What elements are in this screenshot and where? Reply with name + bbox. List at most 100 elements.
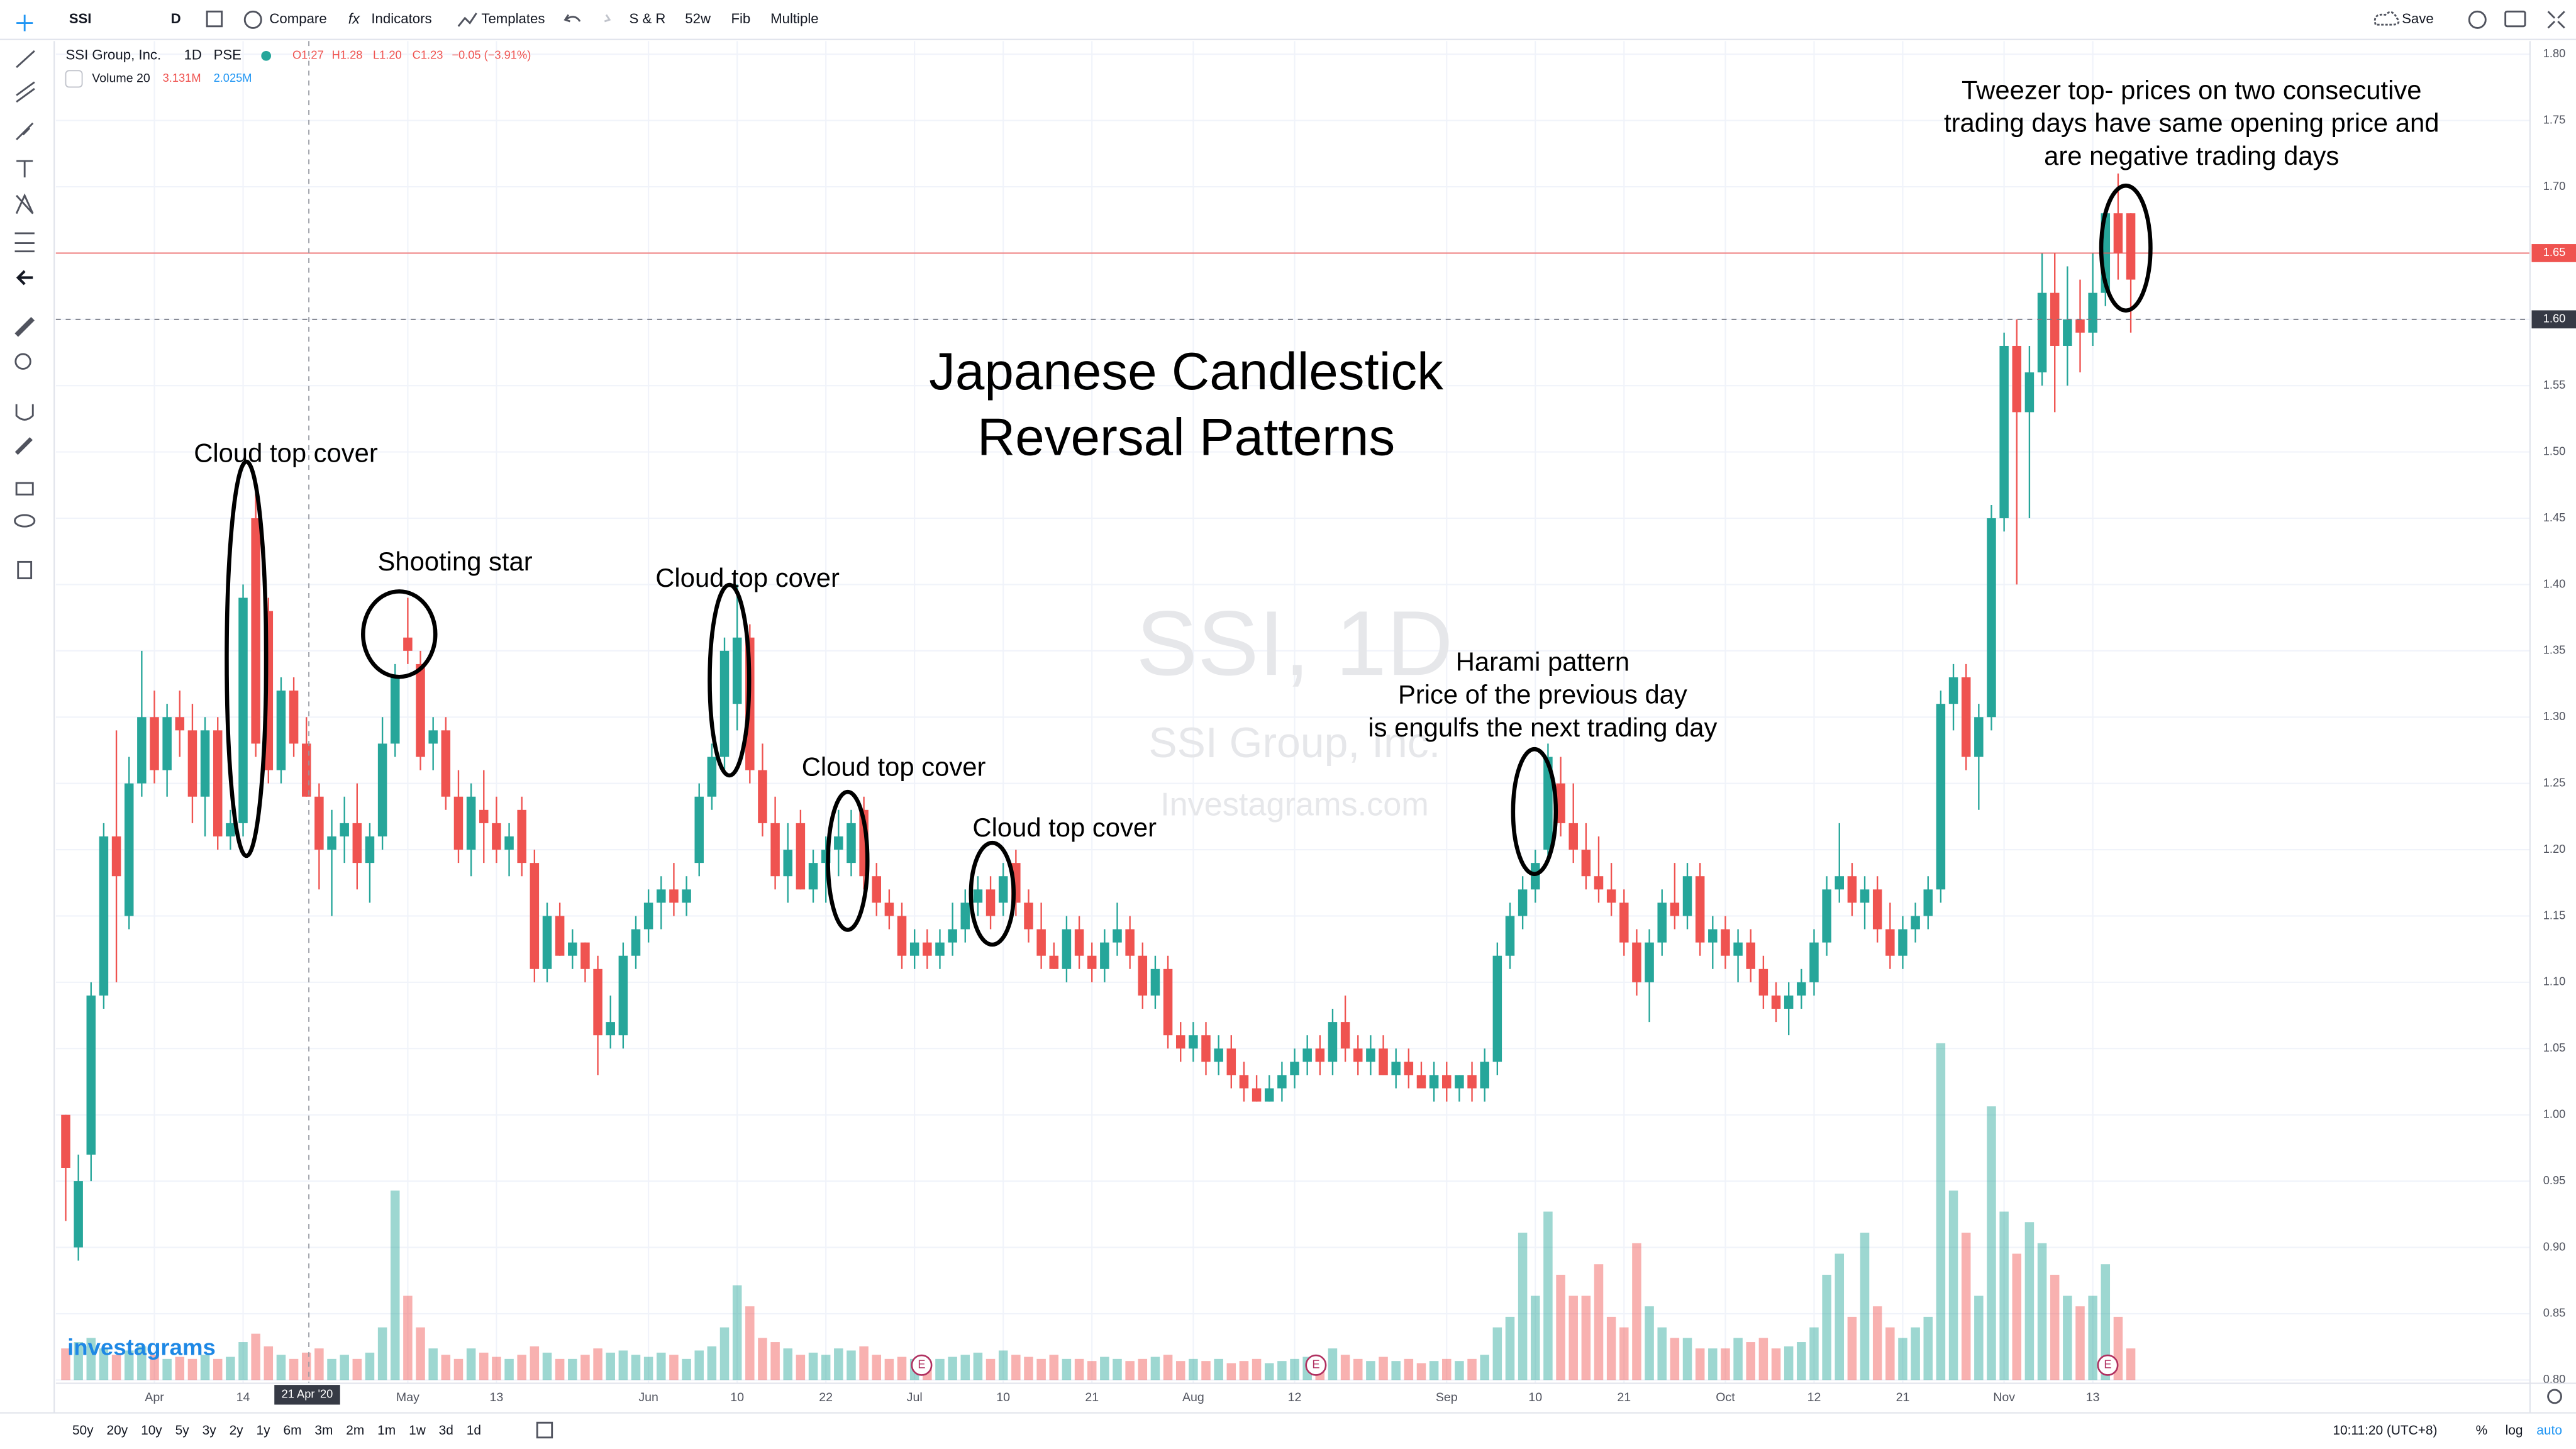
- candle-body: [1936, 704, 1946, 890]
- interval-button[interactable]: D: [171, 11, 181, 26]
- candle-body: [1480, 1062, 1489, 1089]
- volume-bar: [1784, 1346, 1794, 1380]
- candle-body: [657, 889, 666, 903]
- x-tick-label: 10: [1528, 1391, 1542, 1404]
- toolbar-button[interactable]: S & R: [629, 11, 665, 26]
- snapshot-icon[interactable]: [2504, 10, 2526, 28]
- volume-bar: [1797, 1342, 1806, 1380]
- range-button[interactable]: 5y: [175, 1423, 190, 1438]
- volume-bar: [1581, 1296, 1591, 1380]
- collapse-button[interactable]: [65, 70, 83, 88]
- candle-body: [1277, 1075, 1287, 1089]
- event-marker[interactable]: [2097, 1354, 2119, 1376]
- volume-bar: [200, 1355, 210, 1380]
- candle-body: [1379, 1048, 1388, 1075]
- range-button[interactable]: 1m: [377, 1423, 396, 1438]
- redo-icon[interactable]: [604, 14, 611, 23]
- range-button[interactable]: 50y: [72, 1423, 94, 1438]
- volume-bar: [99, 1348, 109, 1380]
- range-button[interactable]: 1w: [409, 1423, 426, 1438]
- text-tool[interactable]: [16, 160, 33, 178]
- volume-bar: [1936, 1043, 1946, 1380]
- volume-bar: [1416, 1363, 1426, 1380]
- delete-tool[interactable]: [17, 560, 33, 579]
- candle-body: [377, 743, 387, 836]
- back-tool[interactable]: [16, 270, 33, 286]
- y-tick-label: 1.15: [2543, 908, 2566, 921]
- crosshair-tool[interactable]: [16, 14, 33, 31]
- volume-bar: [1277, 1361, 1287, 1380]
- trendline-tool[interactable]: [16, 50, 35, 69]
- symbol-search[interactable]: SSI: [69, 11, 92, 26]
- volume-bar: [834, 1348, 843, 1380]
- range-button[interactable]: 2m: [346, 1423, 364, 1438]
- volume-bar: [1391, 1361, 1401, 1380]
- toolbar-button[interactable]: 52w: [685, 11, 711, 26]
- candle-body: [1340, 1022, 1350, 1049]
- y-tick-label: 0.80: [2543, 1372, 2566, 1385]
- volume-bar: [1492, 1327, 1502, 1380]
- lock-tool[interactable]: [15, 482, 34, 496]
- candle-body: [1594, 876, 1604, 890]
- goto-date-icon[interactable]: [536, 1421, 553, 1439]
- candle-body: [1619, 902, 1629, 943]
- range-button[interactable]: 3y: [203, 1423, 217, 1438]
- candle-body: [1974, 717, 1984, 757]
- auto-toggle[interactable]: auto: [2536, 1423, 2562, 1438]
- volume-bar: [568, 1358, 577, 1380]
- event-marker[interactable]: [911, 1354, 933, 1376]
- axis-settings[interactable]: [2547, 1389, 2562, 1404]
- hide-tool[interactable]: [14, 514, 36, 528]
- pattern-tool[interactable]: [15, 193, 34, 214]
- chart-type-icon[interactable]: [206, 10, 223, 28]
- range-button[interactable]: 3m: [314, 1423, 333, 1438]
- legend-high: H1.28: [332, 48, 363, 62]
- market-status[interactable]: [261, 50, 272, 61]
- range-button[interactable]: 6m: [283, 1423, 301, 1438]
- candle-body: [1860, 889, 1870, 903]
- fib-tool[interactable]: [16, 81, 35, 103]
- magnet-tool[interactable]: [15, 404, 34, 421]
- candle-body: [1708, 929, 1718, 943]
- range-button[interactable]: 2y: [230, 1423, 244, 1438]
- toolbar-button[interactable]: Compare: [269, 11, 326, 26]
- percent-toggle[interactable]: %: [2476, 1423, 2488, 1438]
- toolbar-button[interactable]: Indicators: [371, 11, 431, 26]
- log-toggle[interactable]: log: [2506, 1423, 2523, 1438]
- toolbar-button[interactable]: Multiple: [770, 11, 818, 26]
- y-tick-label: 1.55: [2543, 378, 2566, 391]
- ruler-tool[interactable]: [14, 317, 35, 337]
- candle-body: [2037, 292, 2047, 373]
- fullscreen-icon[interactable]: [2547, 11, 2565, 29]
- candle-body: [1391, 1062, 1401, 1075]
- candle-body: [2126, 213, 2136, 280]
- compare-icon[interactable]: [243, 10, 262, 29]
- legend: SSI Group, Inc. 1D PSE O1.27 H1.28 L1.20…: [65, 47, 531, 88]
- range-button[interactable]: 1d: [467, 1423, 481, 1438]
- prediction-tool[interactable]: [14, 232, 35, 253]
- stay-drawing-tool[interactable]: [14, 437, 33, 455]
- zoom-tool[interactable]: [14, 353, 31, 370]
- volume-bar: [1226, 1363, 1236, 1380]
- volume-bar: [796, 1355, 806, 1380]
- toolbar-button[interactable]: Fib: [731, 11, 750, 26]
- volume-bar: [1328, 1348, 1338, 1380]
- toolbar-button[interactable]: Templates: [481, 11, 545, 26]
- y-tick-label: 1.10: [2543, 975, 2566, 988]
- settings-icon[interactable]: [2468, 10, 2487, 29]
- annotation-ellipse: [708, 582, 752, 778]
- templates-icon[interactable]: [457, 13, 477, 27]
- event-marker[interactable]: [1305, 1354, 1327, 1376]
- undo-icon[interactable]: [564, 14, 581, 23]
- indicators-icon[interactable]: fx: [348, 11, 361, 27]
- candle-body: [884, 902, 894, 916]
- x-tick-label: 21: [1617, 1391, 1631, 1404]
- candle-body: [1113, 929, 1122, 943]
- range-button[interactable]: 20y: [107, 1423, 128, 1438]
- brush-tool[interactable]: [16, 122, 34, 141]
- candle-body: [1074, 929, 1084, 956]
- save-button[interactable]: Save: [2402, 11, 2434, 26]
- range-button[interactable]: 1y: [257, 1423, 271, 1438]
- range-button[interactable]: 10y: [141, 1423, 162, 1438]
- range-button[interactable]: 3d: [439, 1423, 453, 1438]
